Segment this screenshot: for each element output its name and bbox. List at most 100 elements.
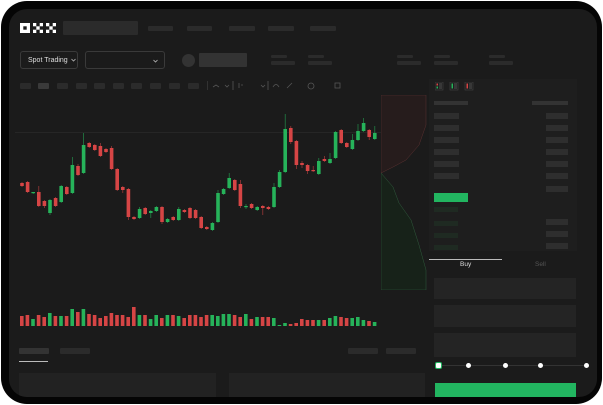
candle-body [283,129,287,172]
timeframe-button[interactable] [150,83,161,89]
candle-body [361,123,366,131]
candle-body [199,217,203,228]
timeframe-button[interactable] [20,83,31,89]
stat-value [271,61,295,65]
candle-body [137,209,142,218]
buy-submit-button[interactable] [435,383,576,397]
slider-stop[interactable] [503,363,508,368]
candle-body [25,182,30,192]
active-tab-underline [19,361,48,362]
candle-body [98,146,103,156]
volume-bar [210,315,214,326]
candle-body [109,148,114,169]
stat-value [397,61,421,65]
amount-input[interactable] [434,305,576,327]
filter-button[interactable] [386,348,416,354]
timeframe-button[interactable] [76,83,87,89]
volume-bar [316,320,321,326]
candle-body [300,163,304,165]
mid-price-highlight[interactable] [434,193,468,202]
tab-sell[interactable]: Sell [535,261,546,268]
volume-bar [260,317,265,326]
slider-stop[interactable] [538,363,543,368]
volume-bar [59,316,63,326]
volume-bar [277,325,282,326]
candle-body [266,207,271,209]
nav-item[interactable] [268,26,294,31]
timeframe-button[interactable] [113,83,124,89]
bid-price [434,207,458,212]
assets-panel [229,373,425,397]
candlestick-chart[interactable] [9,9,389,339]
okx-logo[interactable] [20,23,58,33]
trade-tab-underline [429,259,502,260]
ask-price [434,125,459,131]
candle-body [121,187,125,190]
tab-order-history[interactable] [60,348,90,354]
candle-body [115,169,119,190]
volume-bar [20,316,24,326]
volume-bar [120,315,125,326]
timeframe-button[interactable] [169,83,180,89]
volume-bar [109,313,114,326]
volume-bar [92,315,97,326]
tab-open-orders[interactable] [19,348,49,354]
nav-item[interactable] [187,26,212,31]
candle-body [160,207,164,222]
ask-price [434,137,459,143]
slider-stop[interactable] [466,363,471,368]
chart-gridline [15,132,381,133]
volume-bar [154,315,158,326]
slider-handle[interactable] [435,362,442,369]
market-selector-dropdown[interactable]: Spot Trading [20,51,78,69]
candle-body [233,180,237,190]
candle-body [37,192,41,206]
volume-bar [199,317,203,326]
amount-slider-track[interactable] [439,365,587,366]
volume-bar [204,315,209,326]
total-input[interactable] [434,333,576,357]
volume-bar [193,315,198,326]
candle-body [188,208,192,218]
chart-tool-icons [207,81,341,90]
candle-body [221,189,226,194]
volume-bar [64,316,69,326]
chevron-down-icon [70,58,76,62]
nav-item[interactable] [148,26,173,31]
pair-selector-dropdown[interactable] [85,51,165,69]
filter-button[interactable] [348,348,378,354]
timeframe-button[interactable] [131,83,142,89]
ask-price [434,161,459,167]
nav-item[interactable] [229,26,255,31]
stat-label [271,55,287,58]
candle-body [104,149,108,152]
volume-bar [238,317,242,326]
candle-body [367,130,371,137]
candle-body [171,217,175,220]
slider-stop[interactable] [584,363,589,368]
candle-body [272,187,276,207]
tab-buy[interactable]: Buy [460,261,472,268]
candle-body [48,200,52,213]
candle-body [70,165,75,193]
candle-body [373,133,377,139]
bid-amount [546,243,568,249]
volume-bar [36,315,41,326]
volume-bar [328,318,332,326]
candle-body [356,131,360,140]
candle-body [322,159,327,161]
timeframe-button[interactable] [188,83,199,89]
order-book-view-icons[interactable] [435,82,475,92]
volume-bar [76,312,80,326]
volume-bar [216,316,220,326]
timeframe-button[interactable] [57,83,68,89]
timeframe-button[interactable] [94,83,105,89]
price-input[interactable] [434,278,576,299]
candle-body [345,143,349,147]
ask-amount [546,149,568,155]
bid-price [434,221,458,226]
nav-item[interactable] [310,26,336,31]
search-placeholder[interactable] [63,21,138,35]
timeframe-button[interactable] [38,83,49,89]
ask-amount [546,125,568,131]
